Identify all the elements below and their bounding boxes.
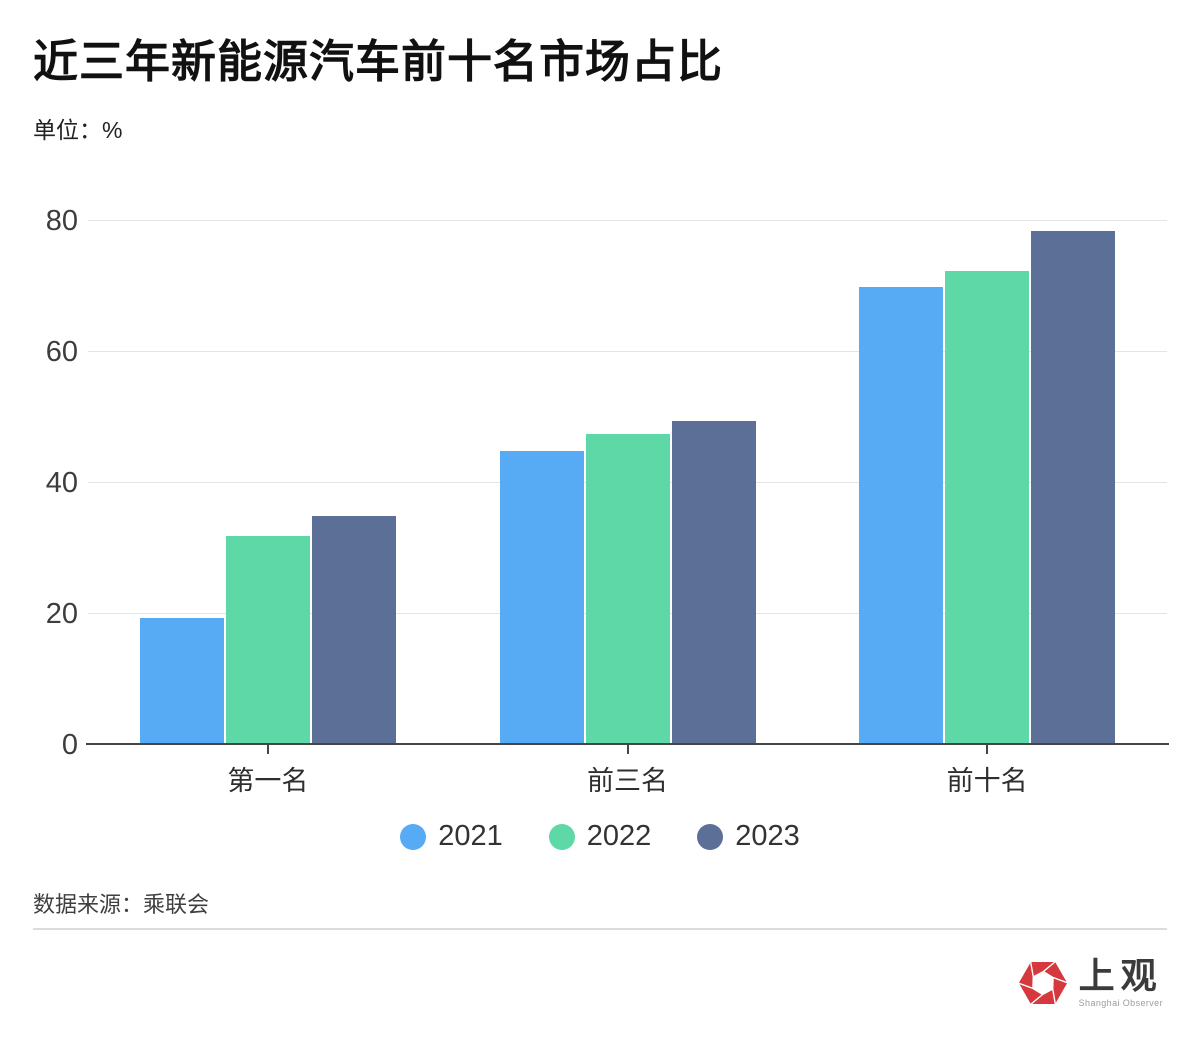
- y-axis-label-80: 80: [45, 205, 78, 238]
- x-axis-tick-1: [266, 745, 269, 755]
- legend-swatch-2021: [400, 823, 427, 850]
- bar-2023-2: [671, 421, 756, 746]
- y-axis-label-20: 20: [45, 598, 78, 631]
- chart-title: 近三年新能源汽车前十名市场占比: [33, 36, 724, 87]
- plot-area: [86, 195, 1169, 755]
- y-axis-label-40: 40: [45, 467, 78, 500]
- legend-item-2022: 2022: [548, 820, 652, 853]
- legend-swatch-2023: [697, 823, 724, 850]
- bar-group-3: [807, 195, 1167, 746]
- bar-2022-1: [225, 535, 310, 746]
- x-axis-labels: 第一名 前三名 前十名: [33, 759, 1167, 798]
- bar-2021-3: [859, 286, 944, 746]
- legend-label-2021: 2021: [438, 820, 503, 853]
- legend-swatch-2022: [548, 823, 575, 850]
- legend-item-2021: 2021: [400, 820, 503, 853]
- bar-chart: 0 20 40 60 80: [33, 195, 1169, 761]
- bar-2022-3: [945, 270, 1030, 746]
- unit-label: 单位：%: [33, 117, 123, 144]
- bar-group-1: [88, 195, 448, 746]
- gridline-80: [88, 220, 1167, 222]
- bar-2021-2: [499, 450, 584, 746]
- bar-group-2: [448, 195, 808, 746]
- legend-label-2022: 2022: [586, 820, 652, 853]
- legend-item-2023: 2023: [697, 820, 800, 853]
- bar-2023-3: [1031, 231, 1116, 746]
- footer-divider: [33, 928, 1167, 931]
- logo-row: 上观 Shanghai Observer: [33, 956, 1167, 1010]
- x-axis-label-3: 前十名: [946, 766, 1028, 797]
- y-axis-label-60: 60: [45, 336, 78, 369]
- x-axis-label-1: 第一名: [227, 766, 309, 797]
- legend-label-2023: 2023: [735, 820, 800, 853]
- gridline-60: [88, 351, 1167, 353]
- bar-groups: [88, 195, 1167, 746]
- data-source: 数据来源：乘联会: [33, 892, 210, 918]
- shanghai-observer-aperture-icon: [1016, 959, 1070, 1007]
- bar-2022-2: [585, 434, 670, 746]
- x-axis-tick-2: [626, 745, 629, 755]
- chart-legend: 2021 2022 2023: [33, 820, 1167, 853]
- y-axis-label-0: 0: [61, 729, 78, 762]
- logo-en-label: Shanghai Observer: [1078, 998, 1163, 1009]
- logo-text: 上观 Shanghai Observer: [1079, 958, 1163, 1008]
- bar-2021-1: [139, 617, 224, 746]
- infographic-root: 近三年新能源汽车前十名市场占比 单位：% 0 20 40 60 80 第一名 前三名 前十名…: [0, 38, 1200, 1010]
- x-axis-label-2: 前三名: [587, 766, 668, 797]
- logo-cn-label: 上观: [1078, 956, 1163, 997]
- x-axis-tick-3: [986, 745, 989, 755]
- publisher-logo: 上观 Shanghai Observer: [1016, 956, 1163, 1010]
- x-axis-line: [86, 743, 1169, 746]
- bar-2023-1: [311, 516, 396, 746]
